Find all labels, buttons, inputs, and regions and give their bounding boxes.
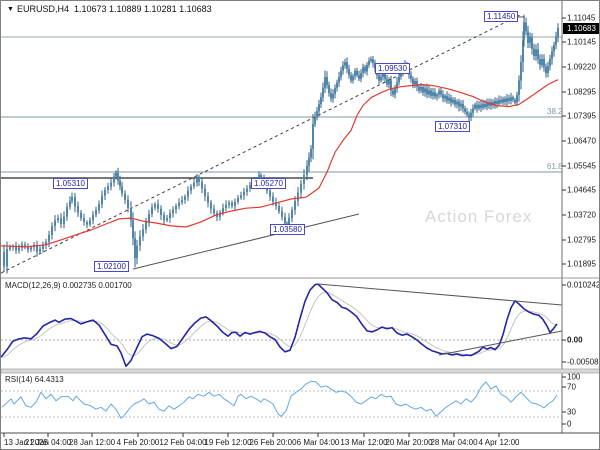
macd-trendline-1 xyxy=(438,330,563,356)
price-callout-label: 1.09530 xyxy=(375,63,410,74)
price-down-icon: ▼ xyxy=(7,6,14,13)
current-price-tag: 1.10683 xyxy=(563,23,599,34)
price-axis-label: 1.09220 xyxy=(567,62,596,72)
price-axis-label: 1.01895 xyxy=(567,259,596,269)
symbol-period-label: EURUSD,H4 xyxy=(16,4,69,14)
price-callout-label: 1.07310 xyxy=(435,121,470,132)
price-axis-label: 1.08295 xyxy=(567,87,596,97)
time-axis-label: 28 Jan 12:00 xyxy=(68,438,116,447)
price-callout-label: 1.05270 xyxy=(251,178,286,189)
time-axis-label: 19 Feb 12:00 xyxy=(204,438,252,447)
price-axis-label: 1.05545 xyxy=(567,161,596,171)
macd-signal-line xyxy=(1,291,558,358)
price-axis-label: 1.04645 xyxy=(567,185,596,195)
time-axis-label: 12 Feb 04:00 xyxy=(159,438,207,447)
chart-title: ▼ EURUSD,H4 1.10673 1.10889 1.10281 1.106… xyxy=(7,4,212,14)
macd-main-line xyxy=(1,283,558,368)
rsi-axis-label: 100 xyxy=(567,372,581,382)
price-callout-label: 1.03580 xyxy=(270,224,305,235)
macd-indicator-label: MACD(12,26,9) 0.002735 0.001700 xyxy=(5,281,132,290)
time-axis-label: 13 Mar 12:00 xyxy=(340,438,388,447)
time-axis-label: 21 Jan 04:00 xyxy=(24,438,72,447)
price-axis-label: 1.06470 xyxy=(567,136,596,146)
rsi-axis-label: 30 xyxy=(567,407,576,417)
moving-average-line xyxy=(1,79,559,248)
ohlc-values: 1.10673 1.10889 1.10281 1.10683 xyxy=(73,4,212,14)
watermark: Action Forex xyxy=(425,207,533,226)
rsi-axis-label: 0 xyxy=(567,419,572,429)
rsi-indicator-label: RSI(14) 64.4313 xyxy=(5,375,64,384)
time-axis-label: 13 Jan 2025 xyxy=(4,438,49,447)
rsi-line xyxy=(1,380,558,419)
price-axis-label: 1.11045 xyxy=(567,13,596,23)
time-axis-label: 20 Mar 20:00 xyxy=(385,438,433,447)
macd-axis-label: 0.00 xyxy=(567,335,583,345)
fib-label-61.8: 61.8 xyxy=(547,162,563,171)
fib-label-38.2: 38.2 xyxy=(547,107,563,116)
price-callout-label: 1.02100 xyxy=(94,261,129,272)
macd-trendline-0 xyxy=(317,283,563,306)
trendline-0 xyxy=(132,213,360,270)
time-axis-label: 4 Apr 12:00 xyxy=(478,438,520,447)
rsi-axis-label: 70 xyxy=(567,382,576,392)
macd-axis-label: 0.010242 xyxy=(567,280,600,290)
price-axis-label: 1.02795 xyxy=(567,235,596,245)
price-callout-label: 1.11450 xyxy=(484,11,519,22)
time-axis-label: 28 Mar 04:00 xyxy=(430,438,478,447)
rsi-panel-separator[interactable] xyxy=(1,368,600,374)
dashed-trendline xyxy=(1,13,523,274)
time-axis-label: 26 Feb 20:00 xyxy=(249,438,297,447)
macd-axis-label: -0.005081 xyxy=(567,357,600,367)
price-axis-label: 1.10145 xyxy=(567,37,596,47)
price-axis-label: 1.03720 xyxy=(567,210,596,220)
time-axis-label: 6 Mar 04:00 xyxy=(296,438,340,447)
price-callout-label: 1.05310 xyxy=(53,178,88,189)
price-axis-label: 1.07395 xyxy=(567,111,596,121)
time-axis-label: 4 Feb 20:00 xyxy=(116,438,160,447)
